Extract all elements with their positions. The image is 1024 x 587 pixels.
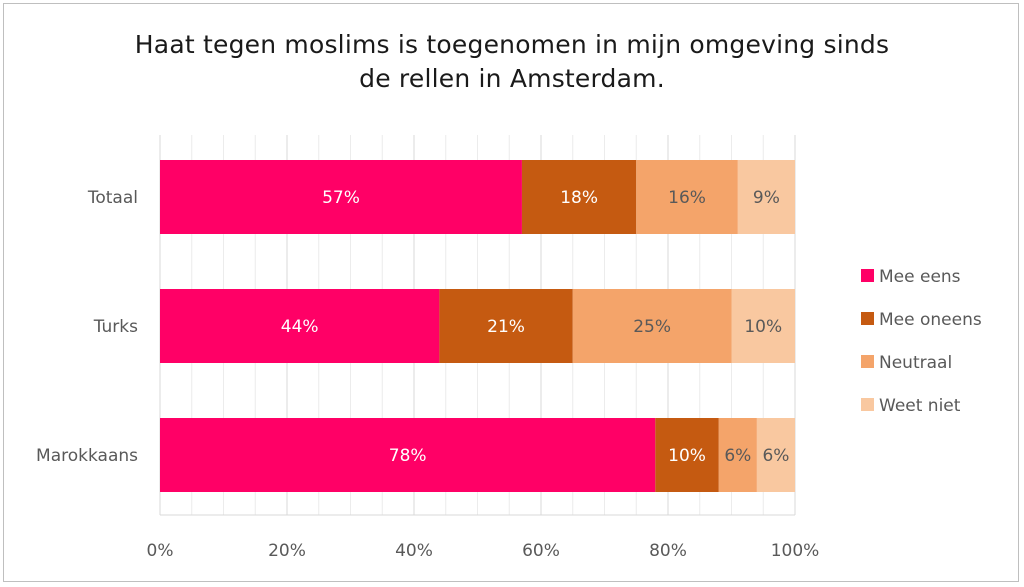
x-tick-label: 40% bbox=[395, 541, 433, 561]
bars: 57% 18% 16% 9% 44% 21% 25% 10% 78% 10% 6% 6% bbox=[160, 160, 795, 492]
bar-value-label: 6% bbox=[762, 446, 789, 466]
x-tick-label: 60% bbox=[522, 541, 560, 561]
bar-segment bbox=[636, 160, 738, 234]
legend-label: Mee oneens bbox=[879, 310, 982, 330]
legend-swatch bbox=[861, 355, 874, 368]
x-tick-label: 100% bbox=[771, 541, 820, 561]
bar-value-label: 18% bbox=[560, 188, 598, 208]
category-label: Marokkaans bbox=[36, 446, 138, 466]
legend-swatch bbox=[861, 312, 874, 325]
bar-value-label: 78% bbox=[389, 446, 427, 466]
legend-swatch bbox=[861, 269, 874, 282]
legend-swatch bbox=[861, 398, 874, 411]
bar-segment bbox=[160, 160, 522, 234]
x-tick-label: 0% bbox=[147, 541, 174, 561]
bar-segment bbox=[718, 418, 757, 492]
x-tick-label: 20% bbox=[268, 541, 306, 561]
bar-value-label: 16% bbox=[668, 188, 706, 208]
bar-segment bbox=[439, 289, 573, 363]
legend-label: Mee eens bbox=[879, 267, 961, 287]
x-tick-labels: 0% 20% 40% 60% 80% 100% bbox=[147, 541, 820, 561]
legend: Mee eens Mee oneens Neutraal Weet niet bbox=[861, 267, 982, 416]
chart-title: Haat tegen moslims is toegenomen in mijn… bbox=[0, 28, 1024, 96]
bar-value-label: 57% bbox=[322, 188, 360, 208]
bar-value-label: 10% bbox=[744, 317, 782, 337]
chart-title-line-2: de rellen in Amsterdam. bbox=[359, 64, 665, 93]
category-label: Turks bbox=[93, 317, 138, 337]
legend-label: Neutraal bbox=[879, 353, 952, 373]
bar-segment bbox=[756, 418, 795, 492]
chart-title-line-1: Haat tegen moslims is toegenomen in mijn… bbox=[134, 30, 890, 59]
bar-segment bbox=[731, 289, 795, 363]
category-labels: Totaal Turks Marokkaans bbox=[36, 188, 138, 466]
bar-value-label: 25% bbox=[633, 317, 671, 337]
bar-value-label: 9% bbox=[753, 188, 780, 208]
bar-segment bbox=[160, 418, 656, 492]
x-tick-label: 80% bbox=[649, 541, 687, 561]
bar-segment bbox=[655, 418, 719, 492]
category-label: Totaal bbox=[87, 188, 138, 208]
bar-segment bbox=[737, 160, 795, 234]
bar-value-label: 6% bbox=[724, 446, 751, 466]
bar-segment bbox=[572, 289, 732, 363]
bar-value-label: 21% bbox=[487, 317, 525, 337]
bar-segment bbox=[160, 289, 440, 363]
bar-segment bbox=[521, 160, 637, 234]
bar-value-label: 10% bbox=[668, 446, 706, 466]
legend-label: Weet niet bbox=[879, 396, 961, 416]
bar-value-label: 44% bbox=[281, 317, 319, 337]
